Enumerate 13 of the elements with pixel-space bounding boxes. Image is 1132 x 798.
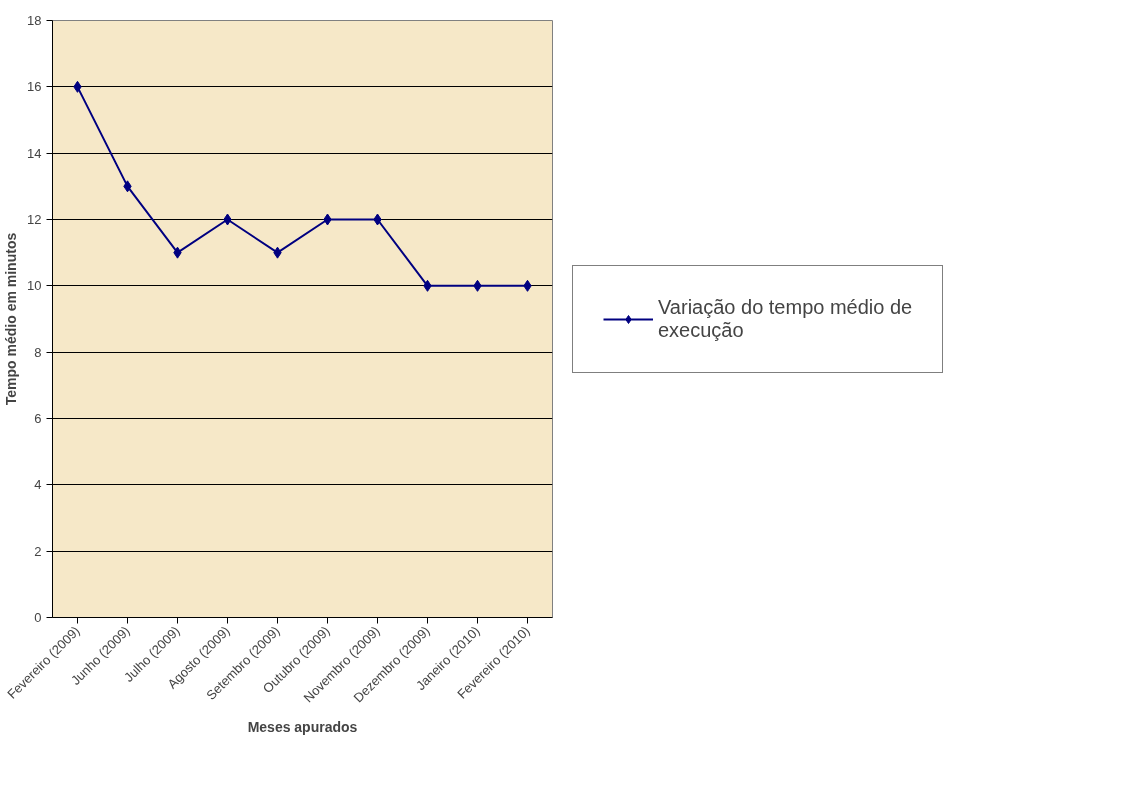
y-tick-label: 2 — [34, 543, 42, 559]
y-tick-label: 0 — [34, 610, 42, 625]
x-axis-title: Meses apurados — [247, 718, 358, 735]
y-tick-label: 4 — [34, 477, 42, 493]
y-tick-label: 8 — [34, 344, 42, 360]
y-tick-label: 16 — [27, 79, 42, 95]
y-tick-label: 14 — [27, 145, 42, 161]
y-tick-label: 12 — [27, 212, 42, 227]
y-tick-label: 6 — [34, 411, 42, 426]
y-axis-title: Tempo médio em minutos — [3, 232, 20, 406]
y-tick-label: 10 — [27, 278, 42, 294]
y-tick-label: 18 — [27, 13, 42, 28]
legend-label: Variação do tempo médio de execução — [658, 295, 913, 342]
